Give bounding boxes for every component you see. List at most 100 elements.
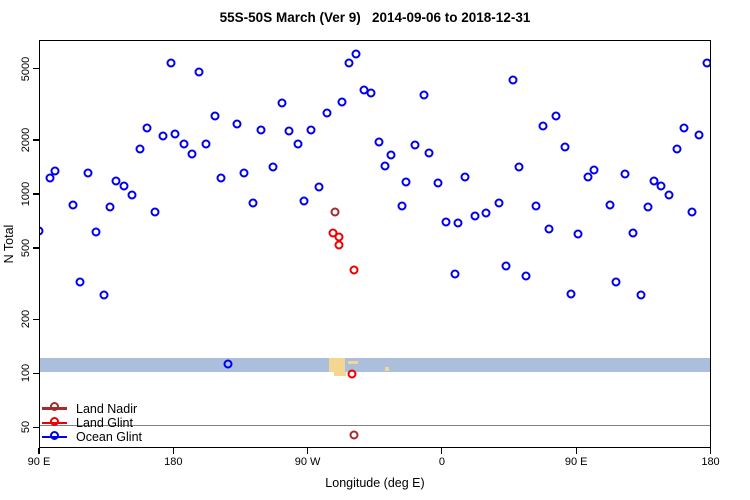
legend-label: Ocean Glint: [76, 430, 143, 445]
point-ocean-glint: [68, 200, 78, 210]
point-ocean-glint: [105, 202, 115, 212]
x-tick-label: 90 W: [294, 456, 321, 468]
y-tick: [33, 318, 39, 320]
point-ocean-glint: [433, 178, 443, 188]
point-ocean-glint: [481, 208, 491, 218]
point-ocean-glint: [239, 168, 249, 178]
point-ocean-glint: [194, 67, 204, 77]
x-tick: [709, 448, 712, 454]
x-axis-label: Longitude (deg E): [325, 476, 425, 490]
point-ocean-glint: [386, 150, 396, 160]
legend-symbol-circle: [50, 416, 59, 426]
legend-label: Land Glint: [76, 416, 133, 431]
point-ocean-glint: [380, 161, 390, 171]
point-land-glint: [334, 240, 344, 250]
point-ocean-glint: [210, 111, 220, 121]
point-ocean-glint: [521, 271, 531, 281]
point-ocean-glint: [256, 125, 266, 135]
y-tick-label: 100: [20, 364, 32, 383]
point-ocean-glint: [460, 172, 470, 182]
point-ocean-glint: [223, 359, 233, 369]
point-ocean-glint: [142, 123, 152, 133]
point-ocean-glint: [501, 261, 511, 271]
point-ocean-glint: [538, 121, 548, 131]
land-patch-patagonia-streak: [348, 361, 358, 365]
point-ocean-glint: [397, 201, 407, 211]
point-ocean-glint: [531, 201, 541, 211]
x-tick: [307, 448, 309, 454]
point-ocean-glint: [187, 149, 197, 159]
point-ocean-glint: [293, 139, 303, 149]
x-tick: [172, 448, 174, 454]
point-ocean-glint: [679, 123, 689, 133]
point-ocean-glint: [589, 165, 599, 175]
y-tick-label: 2000: [20, 127, 32, 153]
point-ocean-glint: [566, 289, 576, 299]
point-ocean-glint: [45, 173, 55, 183]
point-ocean-glint: [494, 198, 504, 208]
point-ocean-glint: [628, 228, 638, 238]
point-ocean-glint: [135, 144, 145, 154]
point-land-glint: [334, 232, 344, 242]
point-ocean-glint: [514, 162, 524, 172]
point-ocean-glint: [611, 277, 621, 287]
point-ocean-glint: [337, 97, 347, 107]
point-ocean-glint: [299, 196, 309, 206]
point-land-nadir: [330, 207, 340, 217]
chart-title: 55S-50S March (Ver 9) 2014-09-06 to 2018…: [219, 10, 531, 25]
point-ocean-glint: [583, 172, 593, 182]
point-ocean-glint: [551, 111, 561, 121]
point-ocean-glint: [40, 226, 44, 236]
latitude-strip-ocean-band: [40, 358, 710, 372]
legend-label: Land Nadir: [76, 401, 138, 416]
point-ocean-glint: [702, 58, 710, 68]
legend-symbol-circle: [50, 402, 59, 411]
point-ocean-glint: [127, 190, 137, 200]
point-ocean-glint: [605, 200, 615, 210]
land-patch-patagonia: [329, 358, 345, 372]
point-ocean-glint: [366, 88, 376, 98]
point-ocean-glint: [453, 218, 463, 228]
point-ocean-glint: [544, 224, 554, 234]
plot-area: [39, 40, 711, 448]
point-ocean-glint: [166, 58, 176, 68]
point-ocean-glint: [672, 144, 682, 154]
point-ocean-glint: [50, 166, 60, 176]
point-ocean-glint: [75, 277, 85, 287]
point-ocean-glint: [560, 142, 570, 152]
land-patch-south-georgia: [385, 367, 390, 371]
y-tick: [33, 193, 39, 195]
point-ocean-glint: [351, 49, 361, 59]
point-ocean-glint: [687, 207, 697, 217]
point-ocean-glint: [664, 190, 674, 200]
point-ocean-glint: [119, 181, 129, 191]
point-land-nadir: [349, 430, 359, 440]
x-tick-label: 90 E: [564, 456, 588, 468]
point-ocean-glint: [179, 139, 189, 149]
point-ocean-glint: [268, 162, 278, 172]
x-tick: [441, 448, 443, 454]
y-tick-label: 5000: [20, 56, 32, 81]
point-ocean-glint: [284, 126, 294, 136]
legend-symbol-circle: [50, 430, 59, 440]
point-ocean-glint: [277, 98, 287, 108]
point-ocean-glint: [248, 198, 258, 208]
point-ocean-glint: [374, 137, 384, 147]
point-ocean-glint: [91, 227, 101, 237]
point-ocean-glint: [401, 177, 411, 187]
y-tick-label: 200: [20, 310, 32, 329]
point-ocean-glint: [158, 131, 168, 141]
x-tick-label: 180: [164, 456, 183, 468]
point-ocean-glint: [573, 229, 583, 239]
point-ocean-glint: [170, 129, 180, 139]
point-ocean-glint: [643, 202, 653, 212]
x-tick-label: 0: [438, 456, 445, 468]
land-patch-tierra-del-fuego-tip: [334, 371, 346, 376]
point-ocean-glint: [424, 148, 434, 158]
point-ocean-glint: [410, 140, 420, 150]
point-ocean-glint: [216, 173, 226, 183]
point-land-glint: [349, 265, 359, 275]
point-ocean-glint: [201, 139, 211, 149]
point-ocean-glint: [232, 119, 242, 129]
